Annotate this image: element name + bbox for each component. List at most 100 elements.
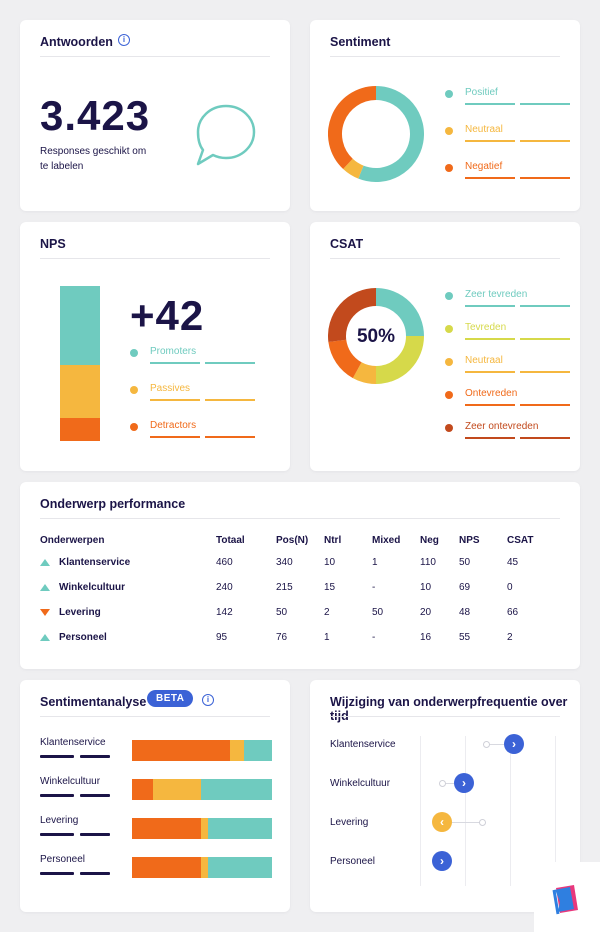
column-header: Totaal (216, 534, 245, 546)
topic-name: Klantenservice (59, 557, 131, 568)
divider (40, 518, 560, 519)
legend-line (465, 404, 515, 406)
legend-label: Passives (150, 383, 191, 394)
responses-caption-line1: Responses geschikt om (40, 146, 147, 157)
legend-dot (445, 90, 453, 98)
onderwerp-performance-card: Onderwerp performance Onderwerpen Totaal… (20, 482, 580, 669)
legend-line (465, 437, 515, 439)
chevron-right-icon[interactable]: › (504, 734, 524, 754)
info-icon[interactable]: i (202, 694, 214, 706)
table-cell: 2 (324, 607, 330, 618)
column-header: Pos(N) (276, 534, 309, 546)
legend-line (520, 305, 570, 307)
trend-up-icon (40, 558, 50, 566)
legend-label: Detractors (150, 420, 197, 431)
table-cell: 10 (420, 582, 432, 593)
antwoorden-card: Antwoorden i 3.423 Responses geschikt om… (20, 20, 290, 211)
dash-line (80, 794, 110, 797)
bar-segment (244, 740, 272, 761)
grid-line (465, 736, 466, 886)
csat-slice (352, 362, 377, 384)
trend-trail (486, 744, 504, 745)
legend-dot (445, 391, 453, 399)
table-cell: 95 (216, 632, 228, 643)
table-row[interactable]: Levering 142 50 2 50 20 48 66 (40, 600, 537, 625)
csat-slice (375, 335, 424, 384)
trend-down-icon (40, 608, 50, 616)
legend-label: Ontevreden (465, 388, 518, 399)
table-cell: 2 (507, 632, 513, 643)
responses-caption-line2: te labelen (40, 161, 84, 172)
table-header-row: Onderwerpen Totaal Pos(N) Ntrl Mixed Neg… (40, 530, 537, 550)
dash-line (40, 833, 74, 836)
legend-line (520, 338, 570, 340)
grid-line (420, 736, 421, 886)
legend-label: Neutraal (465, 355, 503, 366)
legend-line (465, 140, 515, 142)
previous-position-marker (439, 780, 446, 787)
csat-title: CSAT (330, 237, 364, 251)
table-cell: 50 (372, 607, 384, 618)
csat-center-label: 50% (356, 326, 396, 347)
topic-name: Winkelcultuur (59, 582, 126, 593)
sentimentanalyse-card: Sentimentanalyse BETA i Klantenservice Wi… (20, 680, 290, 912)
dash-line (40, 794, 74, 797)
csat-card: CSAT 50% Zeer tevreden Tevreden Neutraal On… (310, 222, 580, 471)
frequency-topic-label: Personeel (330, 856, 376, 867)
bar-segment (207, 818, 272, 839)
divider (40, 258, 270, 259)
antwoorden-title: Antwoorden (40, 35, 113, 49)
legend-line (205, 362, 255, 364)
performance-title: Onderwerp performance (40, 497, 186, 511)
chevron-right-icon[interactable]: › (454, 773, 474, 793)
table-cell: 50 (276, 607, 288, 618)
bar-segment (200, 779, 272, 800)
bar-segment (153, 779, 201, 800)
legend-line (205, 399, 255, 401)
table-row[interactable]: Winkelcultuur 240 215 15 - 10 69 0 (40, 575, 537, 600)
table-cell: 0 (507, 582, 513, 593)
info-icon[interactable]: i (118, 34, 130, 46)
sentiment-stacked-bar (132, 857, 272, 878)
frequentie-card: Wijziging van onderwerpfrequentie over t… (310, 680, 580, 912)
legend-label: Promoters (150, 346, 197, 357)
sentiment-slice (358, 86, 424, 182)
chevron-left-icon[interactable]: ‹ (432, 812, 452, 832)
divider (330, 716, 560, 717)
nps-bar-segment (60, 365, 100, 418)
sentiment-stacked-bar (132, 740, 272, 761)
legend-line (465, 371, 515, 373)
table-cell: 16 (420, 632, 432, 643)
legend-dot (445, 164, 453, 172)
legend-line (205, 436, 255, 438)
table-cell: 460 (216, 557, 233, 568)
divider (330, 56, 560, 57)
chevron-right-icon[interactable]: › (432, 851, 452, 871)
frequency-topic-label: Levering (330, 817, 369, 828)
sentiment-topic-label: Levering (40, 815, 79, 826)
grid-line (555, 736, 556, 886)
sentiment-topic-label: Winkelcultuur (40, 776, 101, 787)
table-row[interactable]: Personeel 95 76 1 - 16 55 2 (40, 625, 537, 650)
dash-line (40, 872, 74, 875)
performance-table: Onderwerpen Totaal Pos(N) Ntrl Mixed Neg… (40, 530, 537, 650)
frequency-topic-label: Klantenservice (330, 739, 396, 750)
legend-line (520, 177, 570, 179)
table-cell: 142 (216, 607, 233, 618)
table-cell: 10 (324, 557, 336, 568)
bar-segment (200, 818, 208, 839)
topic-name: Personeel (59, 632, 107, 643)
flag-logo-icon (552, 885, 578, 915)
column-header: Mixed (372, 534, 401, 546)
sentiment-slice (343, 158, 364, 179)
table-cell: 50 (459, 557, 471, 568)
bar-segment (207, 857, 272, 878)
legend-line (465, 338, 515, 340)
legend-label: Zeer tevreden (465, 289, 528, 300)
legend-dot (445, 292, 453, 300)
nps-bar-segment (60, 417, 100, 441)
nps-bar-segment (60, 286, 100, 366)
legend-label: Zeer ontevreden (465, 421, 539, 432)
table-row[interactable]: Klantenservice 460 340 10 1 110 50 45 (40, 550, 537, 575)
legend-label: Positief (465, 87, 498, 98)
